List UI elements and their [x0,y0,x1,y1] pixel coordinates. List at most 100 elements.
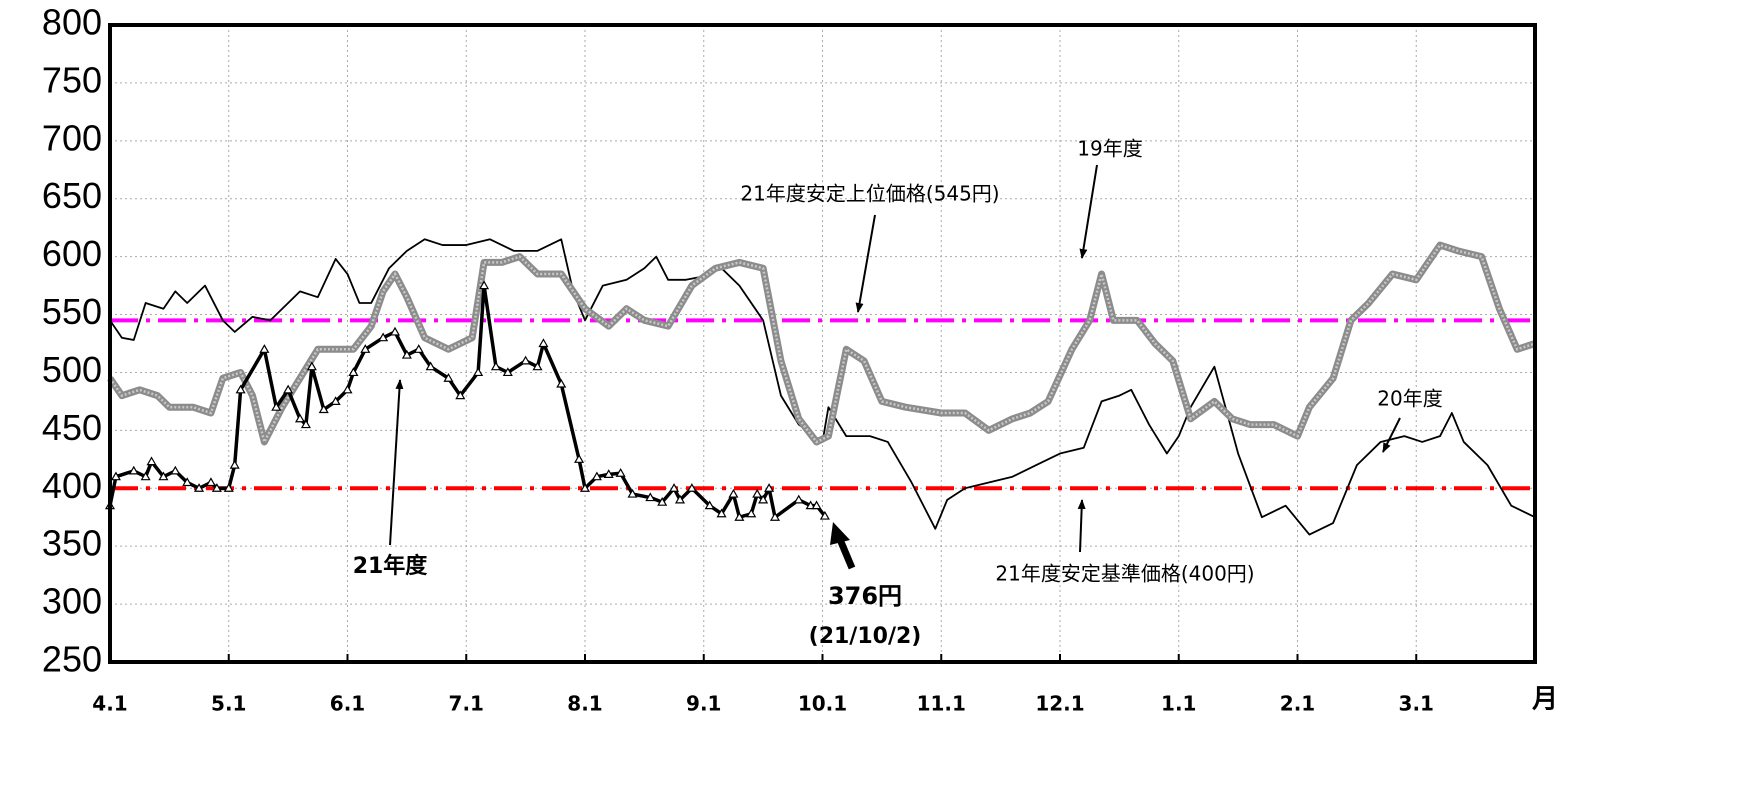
point-marker [704,500,715,510]
y-tick-label: 300 [42,581,102,622]
point-marker [811,500,822,510]
point-marker [455,390,466,400]
point-marker [746,508,757,518]
y-tick-label: 800 [42,2,102,43]
point-marker [574,454,585,463]
point-marker [728,488,739,498]
point-marker [591,471,602,481]
point-marker [360,344,371,353]
x-tick-label: 1.1 [1161,692,1196,716]
point-marker [579,483,591,492]
point-marker [520,355,531,365]
x-tick-label: 11.1 [917,692,966,716]
point-marker [674,494,686,504]
point-marker [294,413,306,423]
point-marker [283,384,294,394]
point-marker [686,483,697,492]
point-marker [259,344,270,353]
point-marker [223,483,234,492]
series-label: 21年度 [353,553,429,579]
point-marker [128,465,139,475]
point-marker [615,468,626,477]
point-marker [479,280,490,290]
x-tick-label: 4.1 [92,692,127,716]
x-tick-label: 9.1 [686,692,721,716]
point-marker [627,488,638,498]
annotation: 376円 [828,582,902,610]
point-marker [819,510,830,520]
y-tick-label: 350 [42,523,102,564]
point-marker [532,361,543,371]
x-tick-label: 7.1 [449,692,484,716]
x-tick-label: 3.1 [1399,692,1434,716]
ref-label: 21年度安定基準価格(400円) [995,562,1254,586]
point-marker [146,456,157,466]
arrow [1382,417,1401,453]
point-marker [716,508,727,518]
y-tick-label: 600 [42,233,102,274]
point-marker [425,361,436,371]
point-marker [318,404,329,414]
point-marker [211,483,222,492]
point-marker [330,396,341,406]
arrow-head [830,522,850,545]
point-marker [378,332,389,342]
point-marker [235,384,246,394]
annotation: (21/10/2) [809,624,922,649]
arrow [389,379,404,546]
series-label: 19年度 [1077,137,1142,161]
point-marker [170,465,181,475]
series-line-texture [108,243,1536,446]
point-marker [603,469,614,478]
x-tick-label: 2.1 [1280,692,1315,716]
point-marker [473,367,484,377]
ref-label: 21年度安定上位価格(545円) [740,182,999,206]
y-tick-label: 500 [42,349,102,390]
point-marker [758,494,769,504]
point-marker [669,483,680,492]
y-tick-label: 250 [42,639,102,680]
x-axis-label: 月 [1531,685,1558,715]
y-tick-label: 650 [42,175,102,216]
series-label: 20年度 [1377,387,1442,411]
point-marker [342,384,353,394]
point-marker [194,483,205,492]
point-marker [734,512,745,521]
x-tick-label: 12.1 [1035,692,1084,716]
x-tick-label: 5.1 [211,692,246,716]
point-marker [556,378,567,388]
x-tick-label: 10.1 [798,692,847,716]
y-tick-label: 400 [42,465,102,506]
point-marker [443,373,454,382]
point-marker [158,471,169,481]
grid [109,24,1535,663]
point-marker [389,326,401,336]
y-tick-label: 750 [42,59,102,100]
point-marker [182,477,193,487]
series-line [108,283,827,519]
point-marker [764,483,775,492]
point-marker [306,361,317,371]
point-marker [502,367,513,377]
point-marker [645,492,656,502]
point-marker [413,344,424,353]
arrow [1079,164,1098,259]
arrow [855,214,876,313]
point-marker [657,496,668,506]
arrow [1077,499,1086,553]
point-marker [229,459,240,469]
point-marker [538,338,549,348]
point-marker [793,494,804,504]
point-marker [300,419,311,429]
x-tick-label: 8.1 [567,692,602,716]
point-marker [490,361,501,371]
series-line [109,238,1536,536]
point-marker [110,471,121,481]
point-marker [401,349,412,359]
y-tick-label: 450 [42,407,102,448]
point-marker [752,488,763,498]
point-marker [140,471,151,481]
y-tick-label: 700 [42,117,102,158]
x-tick-label: 6.1 [330,692,365,716]
